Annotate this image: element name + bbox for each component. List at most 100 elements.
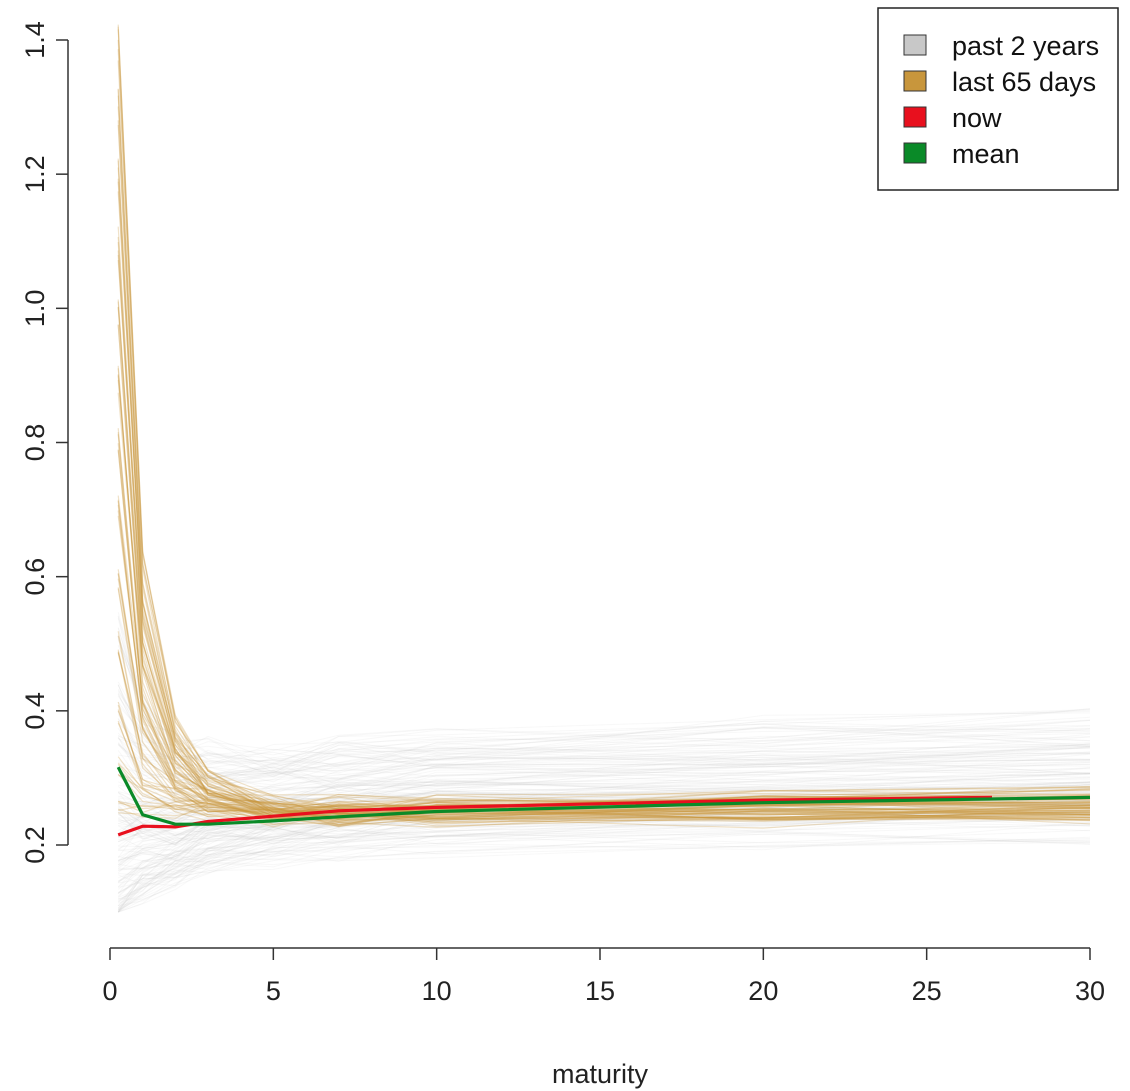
x-axis-title: maturity bbox=[552, 1059, 649, 1089]
past-2-years-curve bbox=[117, 803, 1091, 910]
past-2-years-curve bbox=[118, 773, 1091, 819]
past-2-years-curve bbox=[117, 821, 1091, 903]
now-line bbox=[117, 795, 993, 837]
past-2-years-curve bbox=[118, 797, 1091, 900]
past-2-years-curve bbox=[117, 723, 1091, 783]
last-65-days-curve bbox=[117, 499, 1091, 821]
last-65-days-curve bbox=[117, 254, 1091, 818]
last-65-days-curve bbox=[117, 160, 1091, 821]
last-65-days-curve bbox=[117, 631, 1091, 820]
past-2-years-curve bbox=[117, 754, 1091, 791]
past-2-years-curve bbox=[117, 786, 1091, 841]
past-2-years-curve bbox=[117, 612, 1091, 761]
past-2-years-curve bbox=[117, 811, 1091, 907]
past-2-years-curve bbox=[117, 744, 1091, 790]
past-2-years-curve bbox=[117, 637, 1091, 774]
past-2-years-curve bbox=[117, 806, 1091, 910]
past-2-years-curve bbox=[117, 711, 1091, 769]
past-2-years-curve bbox=[117, 824, 1091, 897]
past-2-years-curve bbox=[118, 807, 1091, 871]
past-2-years-curve bbox=[118, 773, 1091, 820]
x-tick-label: 25 bbox=[912, 976, 942, 1006]
past-2-years-curve bbox=[117, 718, 1091, 784]
last-65-days-curve bbox=[117, 181, 1091, 807]
past-2-years-curve bbox=[117, 809, 1091, 903]
series-past-2-years bbox=[117, 612, 1091, 913]
past-2-years-curve bbox=[117, 806, 1091, 894]
past-2-years-curve bbox=[117, 776, 1091, 831]
last-65-days-curve bbox=[117, 368, 1091, 816]
last-65-days-curve bbox=[117, 588, 1091, 819]
legend-swatch bbox=[903, 106, 927, 128]
past-2-years-curve bbox=[118, 787, 1091, 838]
past-2-years-curve bbox=[117, 743, 1091, 798]
last-65-days-curve bbox=[117, 651, 1091, 826]
y-axis: 0.2 0.4 0.6 0.8 1.0 1.2 1.4 bbox=[20, 21, 69, 864]
past-2-years-curve bbox=[117, 695, 1091, 772]
past-2-years-curve bbox=[117, 768, 1091, 826]
past-2-years-curve bbox=[118, 806, 1091, 886]
past-2-years-curve bbox=[117, 636, 1091, 770]
last-65-days-curve bbox=[117, 307, 1091, 817]
past-2-years-curve bbox=[117, 688, 1091, 766]
past-2-years-curve bbox=[118, 775, 1091, 815]
past-2-years-curve bbox=[117, 693, 1091, 761]
y-tick-label: 1.0 bbox=[20, 290, 50, 328]
past-2-years-curve bbox=[118, 790, 1091, 888]
past-2-years-curve bbox=[117, 765, 1091, 813]
past-2-years-curve bbox=[117, 810, 1091, 902]
y-tick-label: 0.4 bbox=[20, 692, 50, 730]
past-2-years-curve bbox=[118, 783, 1091, 842]
past-2-years-curve bbox=[117, 684, 1091, 774]
past-2-years-curve bbox=[118, 735, 1091, 776]
past-2-years-curve bbox=[117, 813, 1091, 909]
last-65-days-curve bbox=[117, 89, 1091, 807]
past-2-years-curve bbox=[117, 789, 1091, 850]
last-65-days-curve bbox=[118, 807, 1091, 828]
past-2-years-curve bbox=[117, 839, 1091, 913]
past-2-years-curve bbox=[117, 813, 1091, 888]
past-2-years-curve bbox=[117, 767, 1091, 819]
past-2-years-curve bbox=[118, 763, 1091, 807]
past-2-years-curve bbox=[117, 796, 1091, 858]
past-2-years-curve bbox=[117, 833, 1091, 909]
x-tick-label: 10 bbox=[422, 976, 452, 1006]
last-65-days-curve bbox=[117, 432, 1091, 821]
series-lines bbox=[116, 766, 1091, 837]
past-2-years-curve bbox=[117, 710, 1091, 786]
past-2-years-curve bbox=[118, 758, 1091, 813]
legend-label: now bbox=[952, 103, 1002, 133]
x-axis: 0 5 10 15 20 25 30 bbox=[102, 947, 1105, 1006]
past-2-years-curve bbox=[117, 762, 1091, 806]
past-2-years-curve bbox=[118, 773, 1091, 825]
past-2-years-curve bbox=[118, 752, 1091, 803]
past-2-years-curve bbox=[117, 781, 1091, 846]
past-2-years-curve bbox=[118, 771, 1091, 812]
legend-label: mean bbox=[952, 139, 1020, 169]
past-2-years-curve bbox=[117, 753, 1091, 806]
last-65-days-curve bbox=[117, 60, 1091, 806]
x-tick-label: 15 bbox=[585, 976, 615, 1006]
past-2-years-curve bbox=[117, 813, 1091, 911]
past-2-years-curve bbox=[117, 737, 1091, 782]
last-65-days-curve bbox=[117, 374, 1091, 816]
past-2-years-curve bbox=[117, 627, 1091, 765]
past-2-years-curve bbox=[118, 834, 1091, 898]
past-2-years-curve bbox=[117, 821, 1091, 913]
past-2-years-curve bbox=[118, 799, 1091, 862]
past-2-years-curve bbox=[118, 810, 1091, 904]
last-65-days-curve bbox=[117, 651, 1091, 815]
past-2-years-curve bbox=[117, 743, 1091, 800]
past-2-years-curve bbox=[118, 736, 1091, 778]
past-2-years-curve bbox=[118, 783, 1091, 816]
y-tick-label: 1.4 bbox=[20, 21, 50, 59]
past-2-years-curve bbox=[117, 781, 1091, 825]
past-2-years-curve bbox=[118, 803, 1091, 861]
past-2-years-curve bbox=[118, 806, 1091, 861]
last-65-days-curve bbox=[117, 767, 1091, 820]
past-2-years-curve bbox=[117, 818, 1091, 912]
legend-swatch bbox=[903, 34, 927, 56]
legend-label: last 65 days bbox=[952, 67, 1096, 97]
past-2-years-curve bbox=[118, 781, 1091, 836]
last-65-days-curve bbox=[117, 24, 1091, 814]
